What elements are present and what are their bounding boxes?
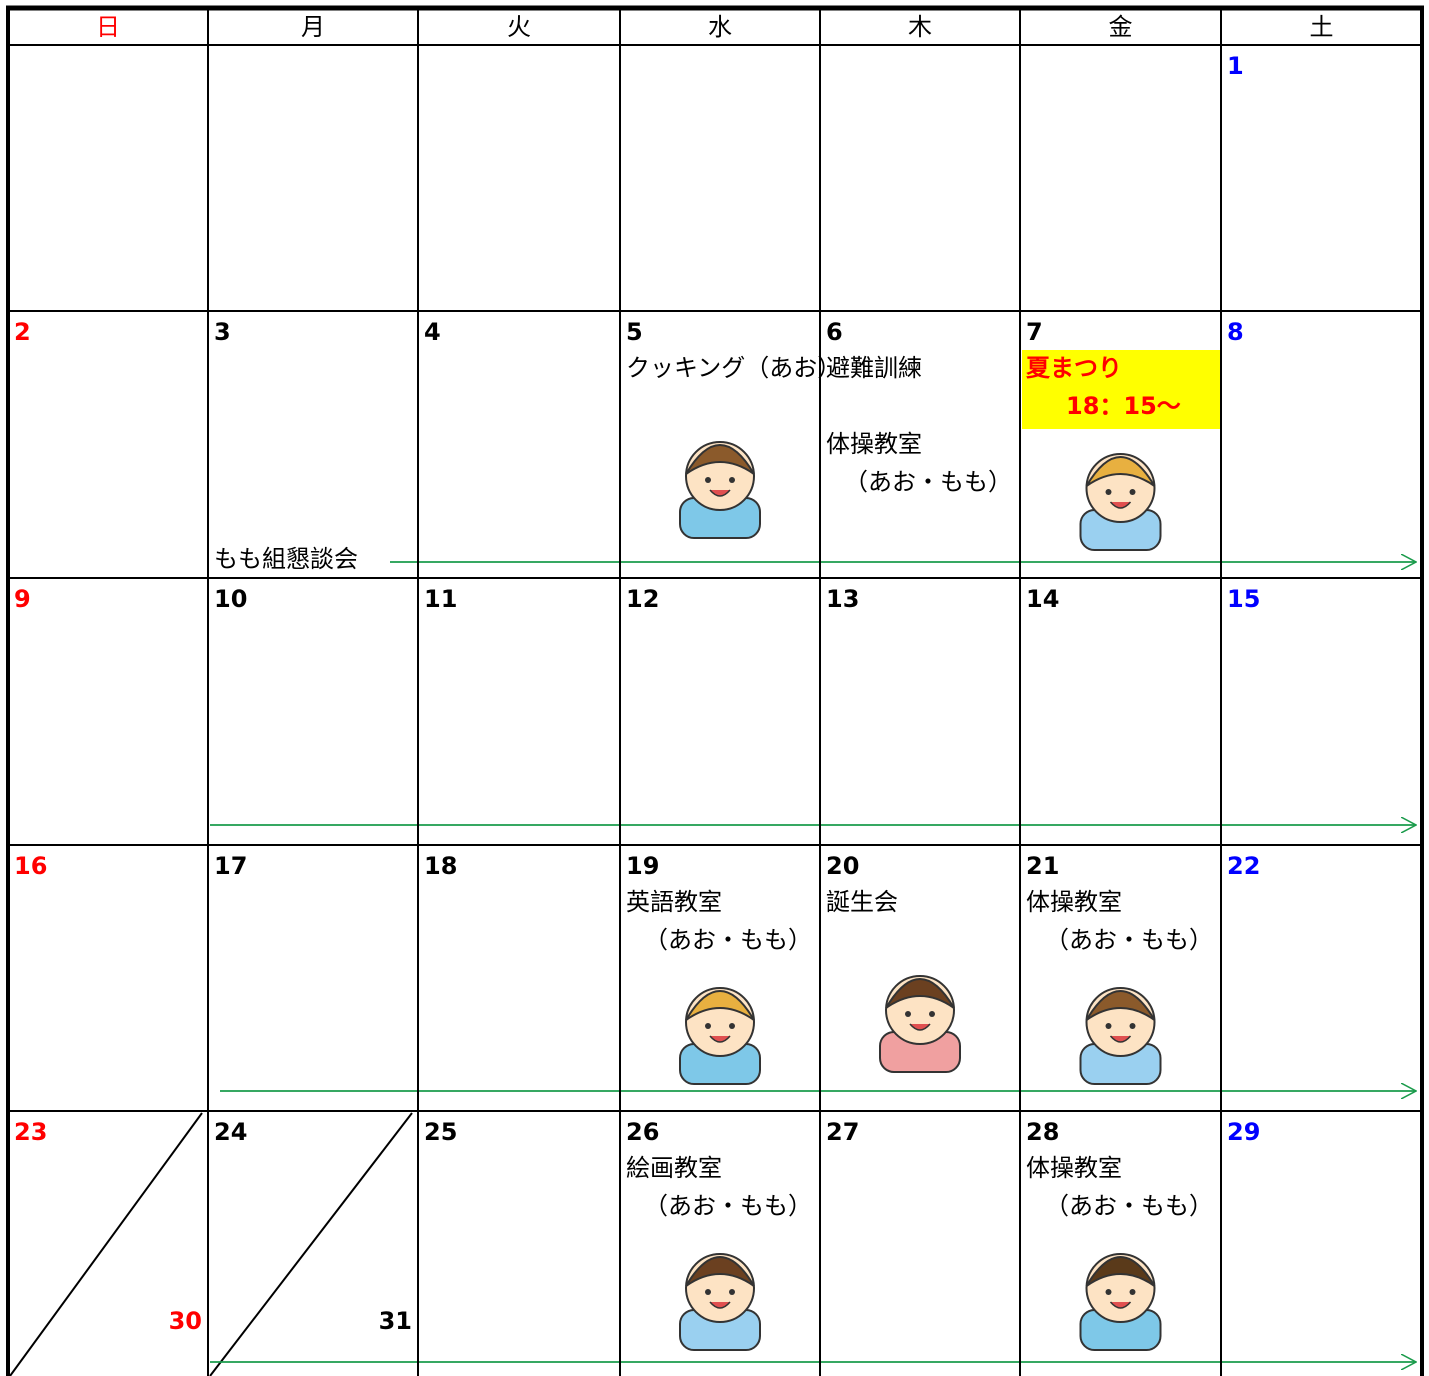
- event-text: 絵画教室: [626, 1154, 722, 1182]
- date: 28: [1026, 1118, 1059, 1146]
- event-text: （あお・もも）: [1045, 1192, 1213, 1220]
- event-text: （あお・もも）: [1045, 926, 1213, 954]
- date: 26: [626, 1118, 659, 1146]
- event-text: （あお・もも）: [844, 468, 1012, 496]
- date: 8: [1227, 318, 1244, 346]
- event-text: 夏まつり: [1026, 354, 1122, 382]
- illustration-mouth: [709, 1301, 731, 1309]
- illustration-eye: [1129, 1023, 1136, 1029]
- date: 7: [1026, 318, 1043, 346]
- illustration: [1079, 453, 1162, 551]
- date: 15: [1227, 585, 1260, 613]
- event-text: （あお・もも）: [644, 926, 812, 954]
- event-highlight: [1022, 350, 1220, 429]
- date: 10: [214, 585, 247, 613]
- event-text: 18：15～: [1066, 392, 1181, 420]
- date: 27: [826, 1118, 859, 1146]
- illustration: [1079, 987, 1162, 1085]
- date: 4: [424, 318, 441, 346]
- weekday: 日: [96, 13, 120, 41]
- illustration-eye: [1105, 1023, 1112, 1029]
- weekday: 水: [708, 13, 732, 41]
- weekday: 金: [1109, 13, 1133, 41]
- date: 14: [1026, 585, 1059, 613]
- event-text: 体操教室: [1026, 1154, 1122, 1182]
- illustration-hair: [685, 1256, 755, 1287]
- weekday: 木: [908, 13, 932, 41]
- date: 16: [14, 852, 47, 880]
- date: 19: [626, 852, 659, 880]
- date: 17: [214, 852, 247, 880]
- illustration-eye: [729, 1289, 735, 1295]
- date: 2: [14, 318, 31, 346]
- event-text: 体操教室: [826, 430, 922, 458]
- illustration-hair: [1085, 1256, 1156, 1287]
- date: 13: [826, 585, 859, 613]
- diagonal: [9, 1112, 203, 1376]
- illustration: [679, 987, 761, 1085]
- date: 22: [1227, 852, 1260, 880]
- event-text: 避難訓練: [826, 354, 922, 382]
- illustration-mouth: [709, 489, 731, 497]
- illustration-eye: [729, 1023, 735, 1029]
- illustration-eye: [1129, 489, 1136, 495]
- weekday: 月: [301, 13, 325, 41]
- event-text: 英語教室: [626, 888, 722, 916]
- date: 29: [1227, 1118, 1260, 1146]
- illustration: [679, 1253, 761, 1351]
- illustration-eye: [1105, 1289, 1112, 1295]
- banner-text: もも組懇談会: [214, 545, 358, 573]
- illustration-eye: [1129, 1289, 1136, 1295]
- date: 24: [214, 1118, 247, 1146]
- date: 25: [424, 1118, 457, 1146]
- event-text: 体操教室: [1026, 888, 1122, 916]
- event-text: 誕生会: [826, 888, 898, 916]
- illustration-mouth: [709, 1035, 731, 1043]
- illustration-mouth: [1109, 501, 1132, 509]
- header-row: [8, 8, 1422, 45]
- illustration-mouth: [1109, 1035, 1132, 1043]
- date: 1: [1227, 52, 1244, 80]
- illustration: [679, 441, 761, 539]
- diagonal: [209, 1112, 413, 1376]
- illustration-eye: [929, 1011, 935, 1017]
- date: 21: [1026, 852, 1059, 880]
- event-text: クッキング（あお）: [626, 354, 841, 382]
- weekday: 土: [1310, 13, 1334, 41]
- date: 9: [14, 585, 31, 613]
- date: 23: [14, 1118, 47, 1146]
- illustration: [879, 975, 961, 1073]
- illustration-hair: [685, 444, 755, 475]
- date: 20: [826, 852, 859, 880]
- illustration-mouth: [1109, 1301, 1132, 1309]
- illustration-hair: [1085, 456, 1156, 487]
- illustration-hair: [685, 990, 755, 1021]
- weekday: 火: [507, 13, 531, 41]
- illustration-hair: [885, 978, 955, 1009]
- event-text: （あお・もも）: [644, 1192, 812, 1220]
- illustration-eye: [705, 1289, 711, 1295]
- illustration-hair: [1085, 990, 1156, 1021]
- illustration-eye: [905, 1011, 911, 1017]
- date: 12: [626, 585, 659, 613]
- illustration-eye: [705, 1023, 711, 1029]
- date: 11: [424, 585, 457, 613]
- illustration-eye: [729, 477, 735, 483]
- illustration-eye: [1105, 489, 1112, 495]
- date: 18: [424, 852, 457, 880]
- date: 6: [826, 318, 843, 346]
- date: 31: [379, 1307, 412, 1335]
- date: 3: [214, 318, 231, 346]
- illustration-eye: [705, 477, 711, 483]
- illustration: [1079, 1253, 1162, 1351]
- illustration-mouth: [909, 1023, 931, 1031]
- date: 5: [626, 318, 643, 346]
- date: 30: [169, 1307, 202, 1335]
